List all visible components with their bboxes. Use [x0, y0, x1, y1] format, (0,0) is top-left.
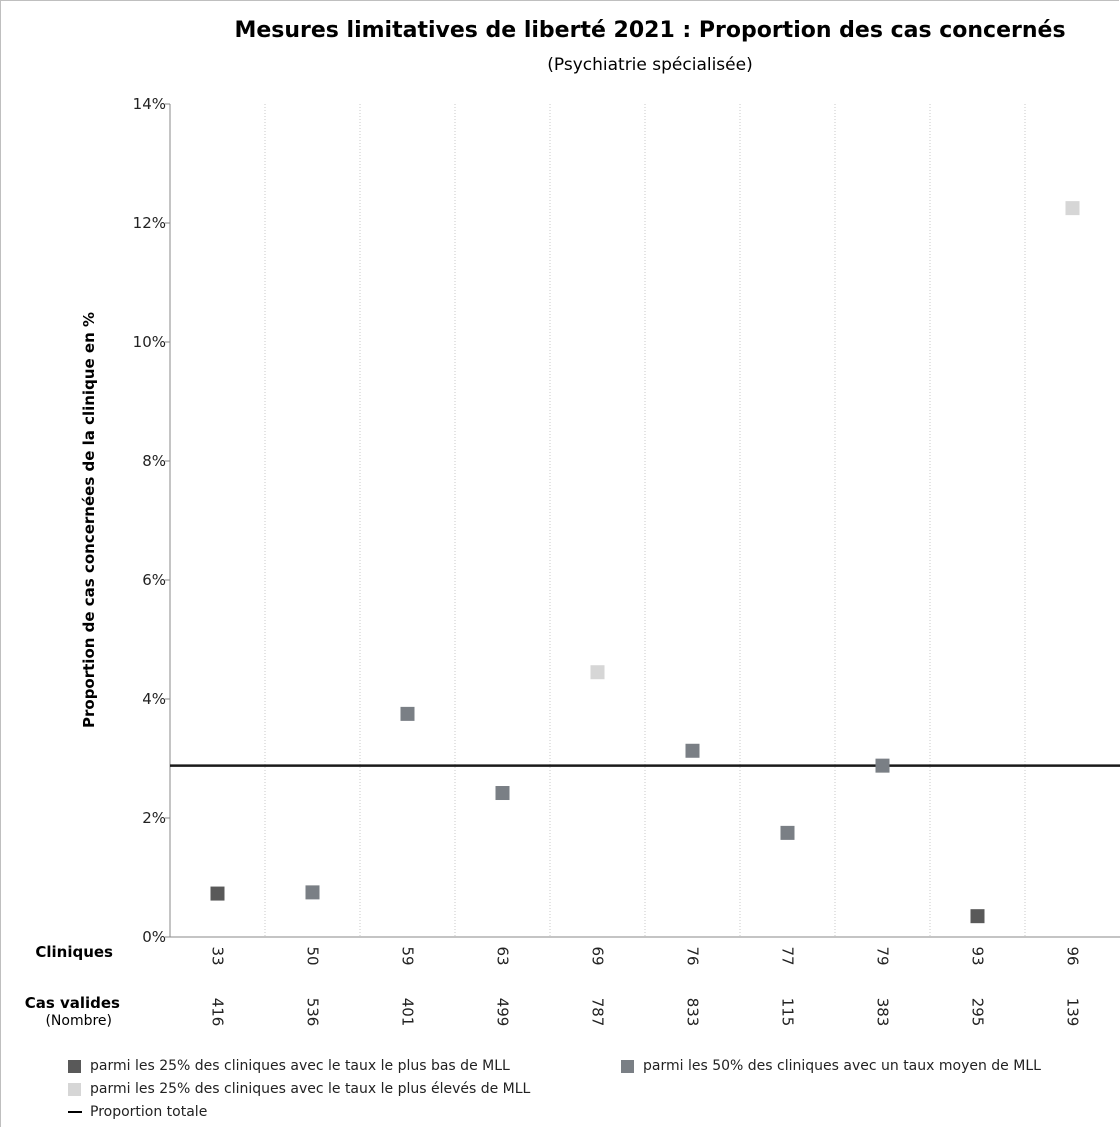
data-point [1065, 201, 1080, 216]
x-tick-label-valid-cases: 401 [399, 998, 417, 1027]
data-point [495, 786, 510, 801]
x-tick-label-clinic: 50 [304, 946, 322, 965]
legend-item-low: parmi les 25% des cliniques avec le taux… [68, 1058, 510, 1074]
x-tick-label-valid-cases: 787 [589, 998, 607, 1027]
legend-item-mid: parmi les 50% des cliniques avec un taux… [621, 1058, 1041, 1074]
x-tick-label-clinic: 96 [1064, 946, 1082, 965]
x-tick-label-valid-cases: 295 [969, 998, 987, 1027]
chart-subtitle: (Psychiatrie spécialisée) [547, 55, 753, 75]
data-point [210, 886, 225, 901]
x-tick-label-clinic: 59 [399, 946, 417, 965]
y-tick-label: 4% [142, 690, 166, 708]
data-point [400, 706, 415, 721]
y-tick-label: 0% [142, 928, 166, 946]
y-tick-label: 6% [142, 571, 166, 589]
row-label-valid-cases-unit: (Nombre) [45, 1013, 112, 1029]
x-tick-label-clinic: 79 [874, 946, 892, 965]
x-tick-label-valid-cases: 499 [494, 998, 512, 1027]
y-tick-label: 12% [133, 214, 166, 232]
data-point [875, 758, 890, 773]
x-tick-label-clinic: 93 [969, 946, 987, 965]
x-tick-label-valid-cases: 115 [779, 998, 797, 1027]
x-tick-label-valid-cases: 139 [1064, 998, 1082, 1027]
x-tick-label-valid-cases: 833 [684, 998, 702, 1027]
data-point [685, 743, 700, 758]
legend-label-total: Proportion totale [90, 1104, 208, 1120]
data-point [590, 665, 605, 680]
legend-swatch-mid [621, 1059, 634, 1073]
chart-plot: Proportion de cas concernées de la clini… [25, 95, 1120, 1029]
x-tick-label-valid-cases: 383 [874, 998, 892, 1027]
legend-swatch-total [68, 1111, 82, 1113]
row-label-valid-cases: Cas valides [25, 994, 120, 1012]
data-point [970, 909, 985, 924]
data-point [305, 885, 320, 900]
x-tick-label-valid-cases: 536 [304, 998, 322, 1027]
y-tick-label: 8% [142, 452, 166, 470]
legend-swatch-low [68, 1059, 81, 1073]
chart-title: Mesures limitatives de liberté 2021 : Pr… [234, 18, 1066, 43]
x-tick-label-valid-cases: 416 [209, 998, 227, 1027]
legend-item-high: parmi les 25% des cliniques avec le taux… [68, 1081, 530, 1097]
y-tick-label: 14% [133, 95, 166, 113]
legend-label-low: parmi les 25% des cliniques avec le taux… [90, 1058, 510, 1074]
legend-label-high: parmi les 25% des cliniques avec le taux… [90, 1081, 531, 1097]
legend-item-total: Proportion totale [68, 1104, 207, 1120]
x-tick-label-clinic: 69 [589, 946, 607, 965]
legend-label-mid: parmi les 50% des cliniques avec un taux… [643, 1058, 1041, 1074]
x-tick-label-clinic: 63 [494, 946, 512, 965]
row-label-clinics: Cliniques [35, 943, 113, 961]
data-point [780, 825, 795, 840]
x-tick-label-clinic: 76 [684, 946, 702, 965]
x-tick-label-clinic: 77 [779, 946, 797, 965]
y-tick-label: 2% [142, 809, 166, 827]
x-tick-label-clinic: 33 [209, 946, 227, 965]
y-tick-label: 10% [133, 333, 166, 351]
legend-swatch-high [68, 1082, 81, 1096]
y-axis-label: Proportion de cas concernées de la clini… [80, 312, 98, 728]
